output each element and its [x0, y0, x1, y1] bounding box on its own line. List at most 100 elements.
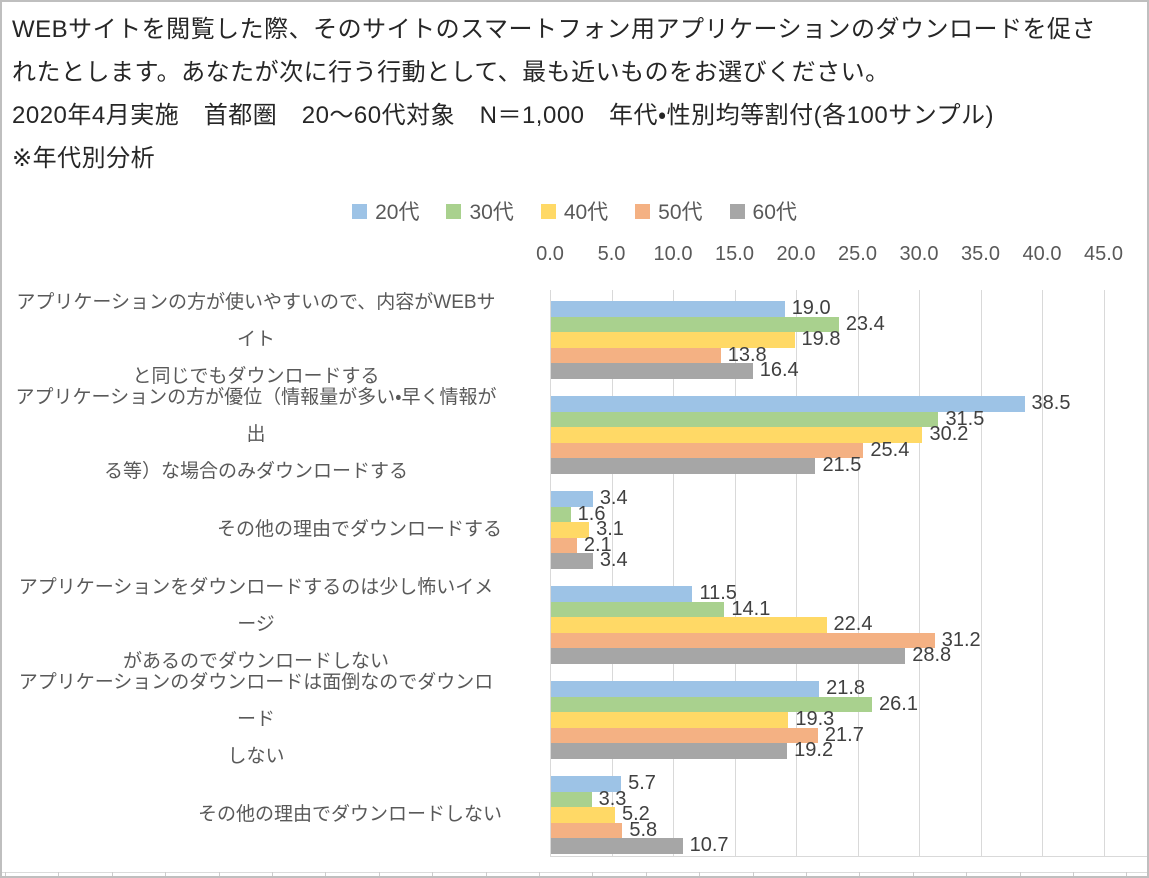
bar-20代-category-2	[551, 396, 1025, 412]
bar-30代-category-5	[551, 696, 873, 712]
bar-40代-category-3	[551, 522, 590, 538]
bar-50代-category-1	[551, 347, 721, 363]
value-label: 3.4	[599, 487, 628, 510]
value-label: 19.2	[794, 739, 834, 762]
category-label: アプリケーションの方が優位（情報量が多い・早く情報が出 る等）な場合のみダウンロー…	[10, 379, 502, 490]
category-label-row: その他の理由でダウンロードする	[10, 491, 502, 569]
gridline	[857, 290, 859, 856]
bar-40代-category-6	[551, 807, 615, 823]
value-label: 23.4	[845, 312, 885, 335]
bottom-cutoff-tick	[378, 872, 380, 876]
category-label-line: があるのでダウンロードしない	[122, 651, 389, 673]
bottom-cutoff-tick	[325, 872, 327, 876]
category-label-row: アプリケーションをダウンロードするのは少し怖いイメージ があるのでダウンロードしな…	[10, 577, 502, 672]
legend-label: 20代	[375, 201, 420, 224]
gridline	[980, 290, 982, 856]
value-label: 21.8	[826, 677, 866, 700]
value-label: 14.1	[731, 597, 771, 620]
value-label: 3.4	[599, 549, 628, 572]
bottom-cutoff-tick	[645, 872, 647, 876]
value-label: 31.5	[945, 407, 985, 430]
x-axis-tick-label: 25.0	[838, 243, 877, 265]
gridline	[1042, 290, 1043, 856]
bar-20代-category-1	[551, 301, 785, 317]
category-label-row: アプリケーションの方が優位（情報量が多い・早く情報が出 る等）な場合のみダウンロー…	[10, 387, 502, 482]
x-axis-tick-label: 0.0	[536, 243, 564, 265]
bottom-cutoff-axis-line	[2, 872, 1147, 873]
bar-50代-category-5	[551, 727, 818, 743]
bar-50代-category-6	[551, 822, 623, 838]
bottom-cutoff-tick	[272, 872, 273, 876]
value-label: 11.5	[699, 582, 737, 605]
gridline	[734, 290, 736, 856]
value-label: 19.8	[801, 328, 841, 351]
category-label-line: しない	[227, 746, 285, 768]
bar-60代-category-5	[551, 743, 788, 759]
category-label: その他の理由でダウンロードする	[217, 511, 502, 548]
bottom-cutoff-tick	[752, 872, 754, 876]
category-label-row: その他の理由でダウンロードしない	[10, 776, 502, 854]
category-label-row: アプリケーションのダウンロードは面倒なのでダウンロード しない	[10, 672, 502, 767]
bottom-cutoff-tick	[5, 872, 6, 876]
bar-20代-category-3	[551, 491, 593, 507]
legend-item-50代: 50代	[635, 196, 703, 226]
legend-label: 60代	[752, 201, 797, 224]
category-label-line: アプリケーションの方が使いやすいので、内容がWEBサイト	[16, 292, 496, 351]
legend-item-60代: 60代	[729, 196, 797, 226]
bottom-cutoff-tick	[1126, 872, 1128, 876]
value-label: 25.4	[870, 438, 910, 461]
category-label: アプリケーションの方が使いやすいので、内容がWEBサイトと同じでもダウンロードす…	[10, 284, 502, 395]
legend-swatch-icon	[729, 203, 745, 219]
header-survey-info: 2020年4月実施 首都圏 20～60代対象 N＝1,000 年代・性別均等割付…	[12, 102, 994, 129]
gridline	[673, 290, 674, 856]
value-label: 19.0	[791, 297, 831, 320]
bar-60代-category-6	[551, 838, 683, 854]
bar-60代-category-1	[551, 363, 753, 379]
chart-legend: 20代 30代 40代 50代 60代	[2, 196, 1147, 226]
value-label: 5.8	[629, 818, 658, 841]
chart-header: WEBサイトを閲覧した際、そのサイトのスマートフォン用アプリケーションのダウンロ…	[12, 8, 1137, 180]
bottom-cutoff-tick	[592, 872, 594, 876]
value-label: 10.7	[689, 834, 729, 857]
value-label: 30.2	[929, 423, 969, 446]
category-label-line: その他の理由でダウンロードする	[216, 519, 502, 541]
bar-30代-category-2	[551, 411, 939, 427]
value-label: 19.3	[795, 708, 835, 731]
bar-60代-category-4	[551, 648, 906, 664]
category-label: アプリケーションをダウンロードするのは少し怖いイメージ があるのでダウンロードしな…	[10, 569, 502, 680]
bar-30代-category-6	[551, 791, 592, 807]
legend-label: 30代	[469, 201, 514, 224]
category-label-row: アプリケーションの方が使いやすいので、内容がWEBサイトと同じでもダウンロードす…	[10, 292, 502, 387]
bar-60代-category-2	[551, 458, 816, 474]
bar-40代-category-5	[551, 712, 789, 728]
bottom-cutoff-tick	[699, 872, 701, 876]
bar-20代-category-6	[551, 776, 622, 792]
gridline	[611, 290, 613, 856]
value-label: 2.1	[583, 533, 612, 556]
category-label-line: る等）な場合のみダウンロードする	[103, 461, 408, 483]
x-axis-tick-label: 15.0	[715, 243, 754, 265]
bottom-cutoff-tick	[218, 872, 220, 876]
bottom-cutoff-tick	[1073, 872, 1074, 876]
bar-20代-category-5	[551, 681, 820, 697]
legend-swatch-icon	[540, 203, 556, 219]
gridline	[919, 290, 920, 856]
bottom-cutoff-tick	[111, 872, 113, 876]
bar-50代-category-4	[551, 632, 935, 648]
bottom-cutoff-tick	[485, 872, 487, 876]
bar-40代-category-2	[551, 427, 923, 443]
header-question-line-1: WEBサイトを閲覧した際、そのサイトのスマートフォン用アプリケーションのダウンロ…	[12, 16, 1096, 43]
value-label: 5.7	[628, 772, 656, 795]
bottom-cutoff-tick	[165, 872, 167, 876]
plot-bottom-line	[550, 856, 1147, 857]
value-label: 38.5	[1031, 392, 1071, 415]
value-label: 16.4	[759, 359, 799, 382]
value-label: 3.1	[596, 518, 624, 541]
value-label: 5.2	[621, 803, 650, 826]
bar-40代-category-4	[551, 617, 827, 633]
bottom-cutoff-tick	[806, 872, 807, 876]
x-axis-tick-label: 20.0	[776, 243, 816, 265]
value-label: 26.1	[879, 692, 918, 715]
legend-swatch-icon	[446, 203, 462, 219]
category-label-line: と同じでもダウンロードする	[132, 366, 380, 388]
